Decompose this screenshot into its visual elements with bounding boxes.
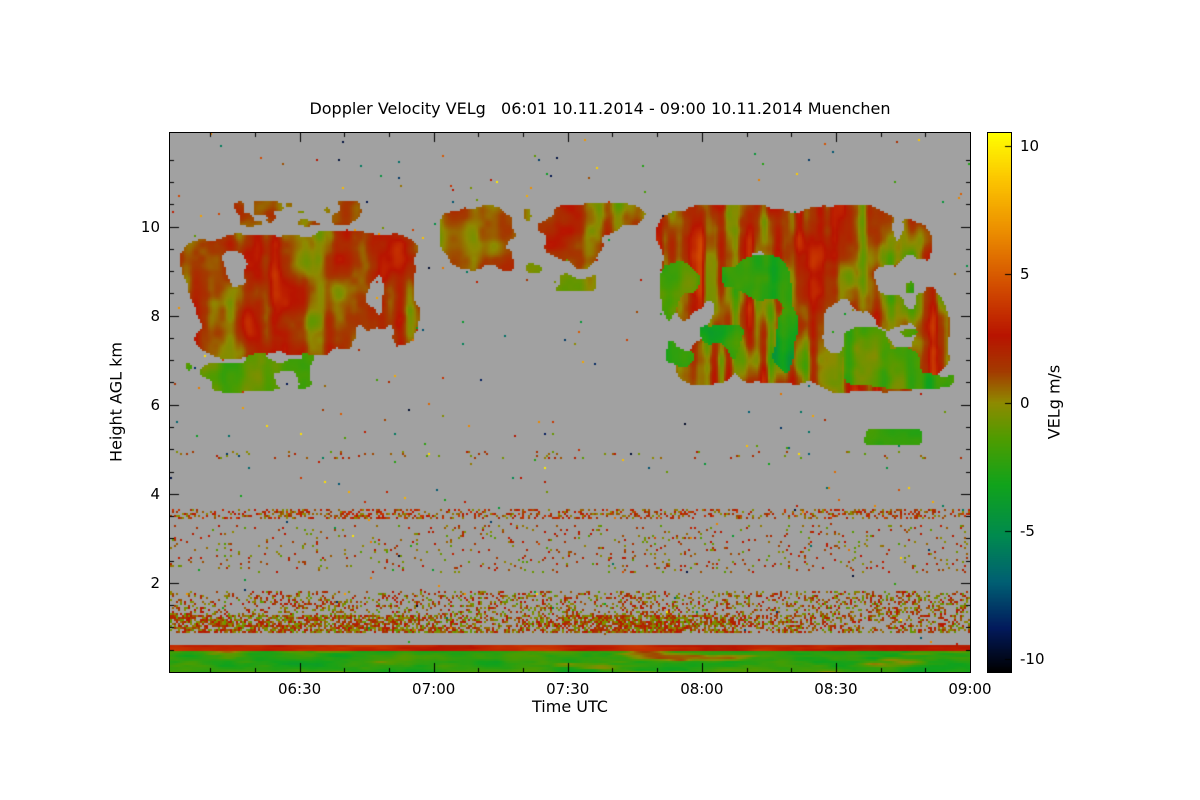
x-tick-label: 08:00 (680, 680, 724, 698)
x-tick-label: 07:00 (412, 680, 456, 698)
colorbar (987, 132, 1012, 673)
x-axis-label: Time UTC (532, 697, 608, 716)
colorbar-tick-label: 0 (1020, 393, 1030, 412)
y-tick-label: 2 (150, 573, 160, 592)
x-tick-label: 06:30 (277, 680, 322, 698)
x-tick-label: 08:30 (814, 680, 858, 698)
chart-title: Doppler Velocity VELg 06:01 10.11.2014 -… (309, 99, 891, 118)
y-tick-label: 10 (140, 217, 160, 236)
x-tick-label: 07:30 (546, 680, 590, 698)
colorbar-tick-label: 10 (1020, 136, 1040, 155)
y-tick-label: 8 (150, 306, 160, 325)
colorbar-tick-label: 5 (1020, 265, 1030, 284)
heatmap-canvas (169, 132, 971, 673)
x-tick-label: 09:00 (948, 680, 992, 698)
colorbar-tick-label: -5 (1020, 521, 1035, 540)
colorbar-tick-label: -10 (1020, 650, 1045, 669)
y-tick-label: 6 (150, 395, 160, 414)
y-tick-label: 4 (150, 484, 160, 503)
